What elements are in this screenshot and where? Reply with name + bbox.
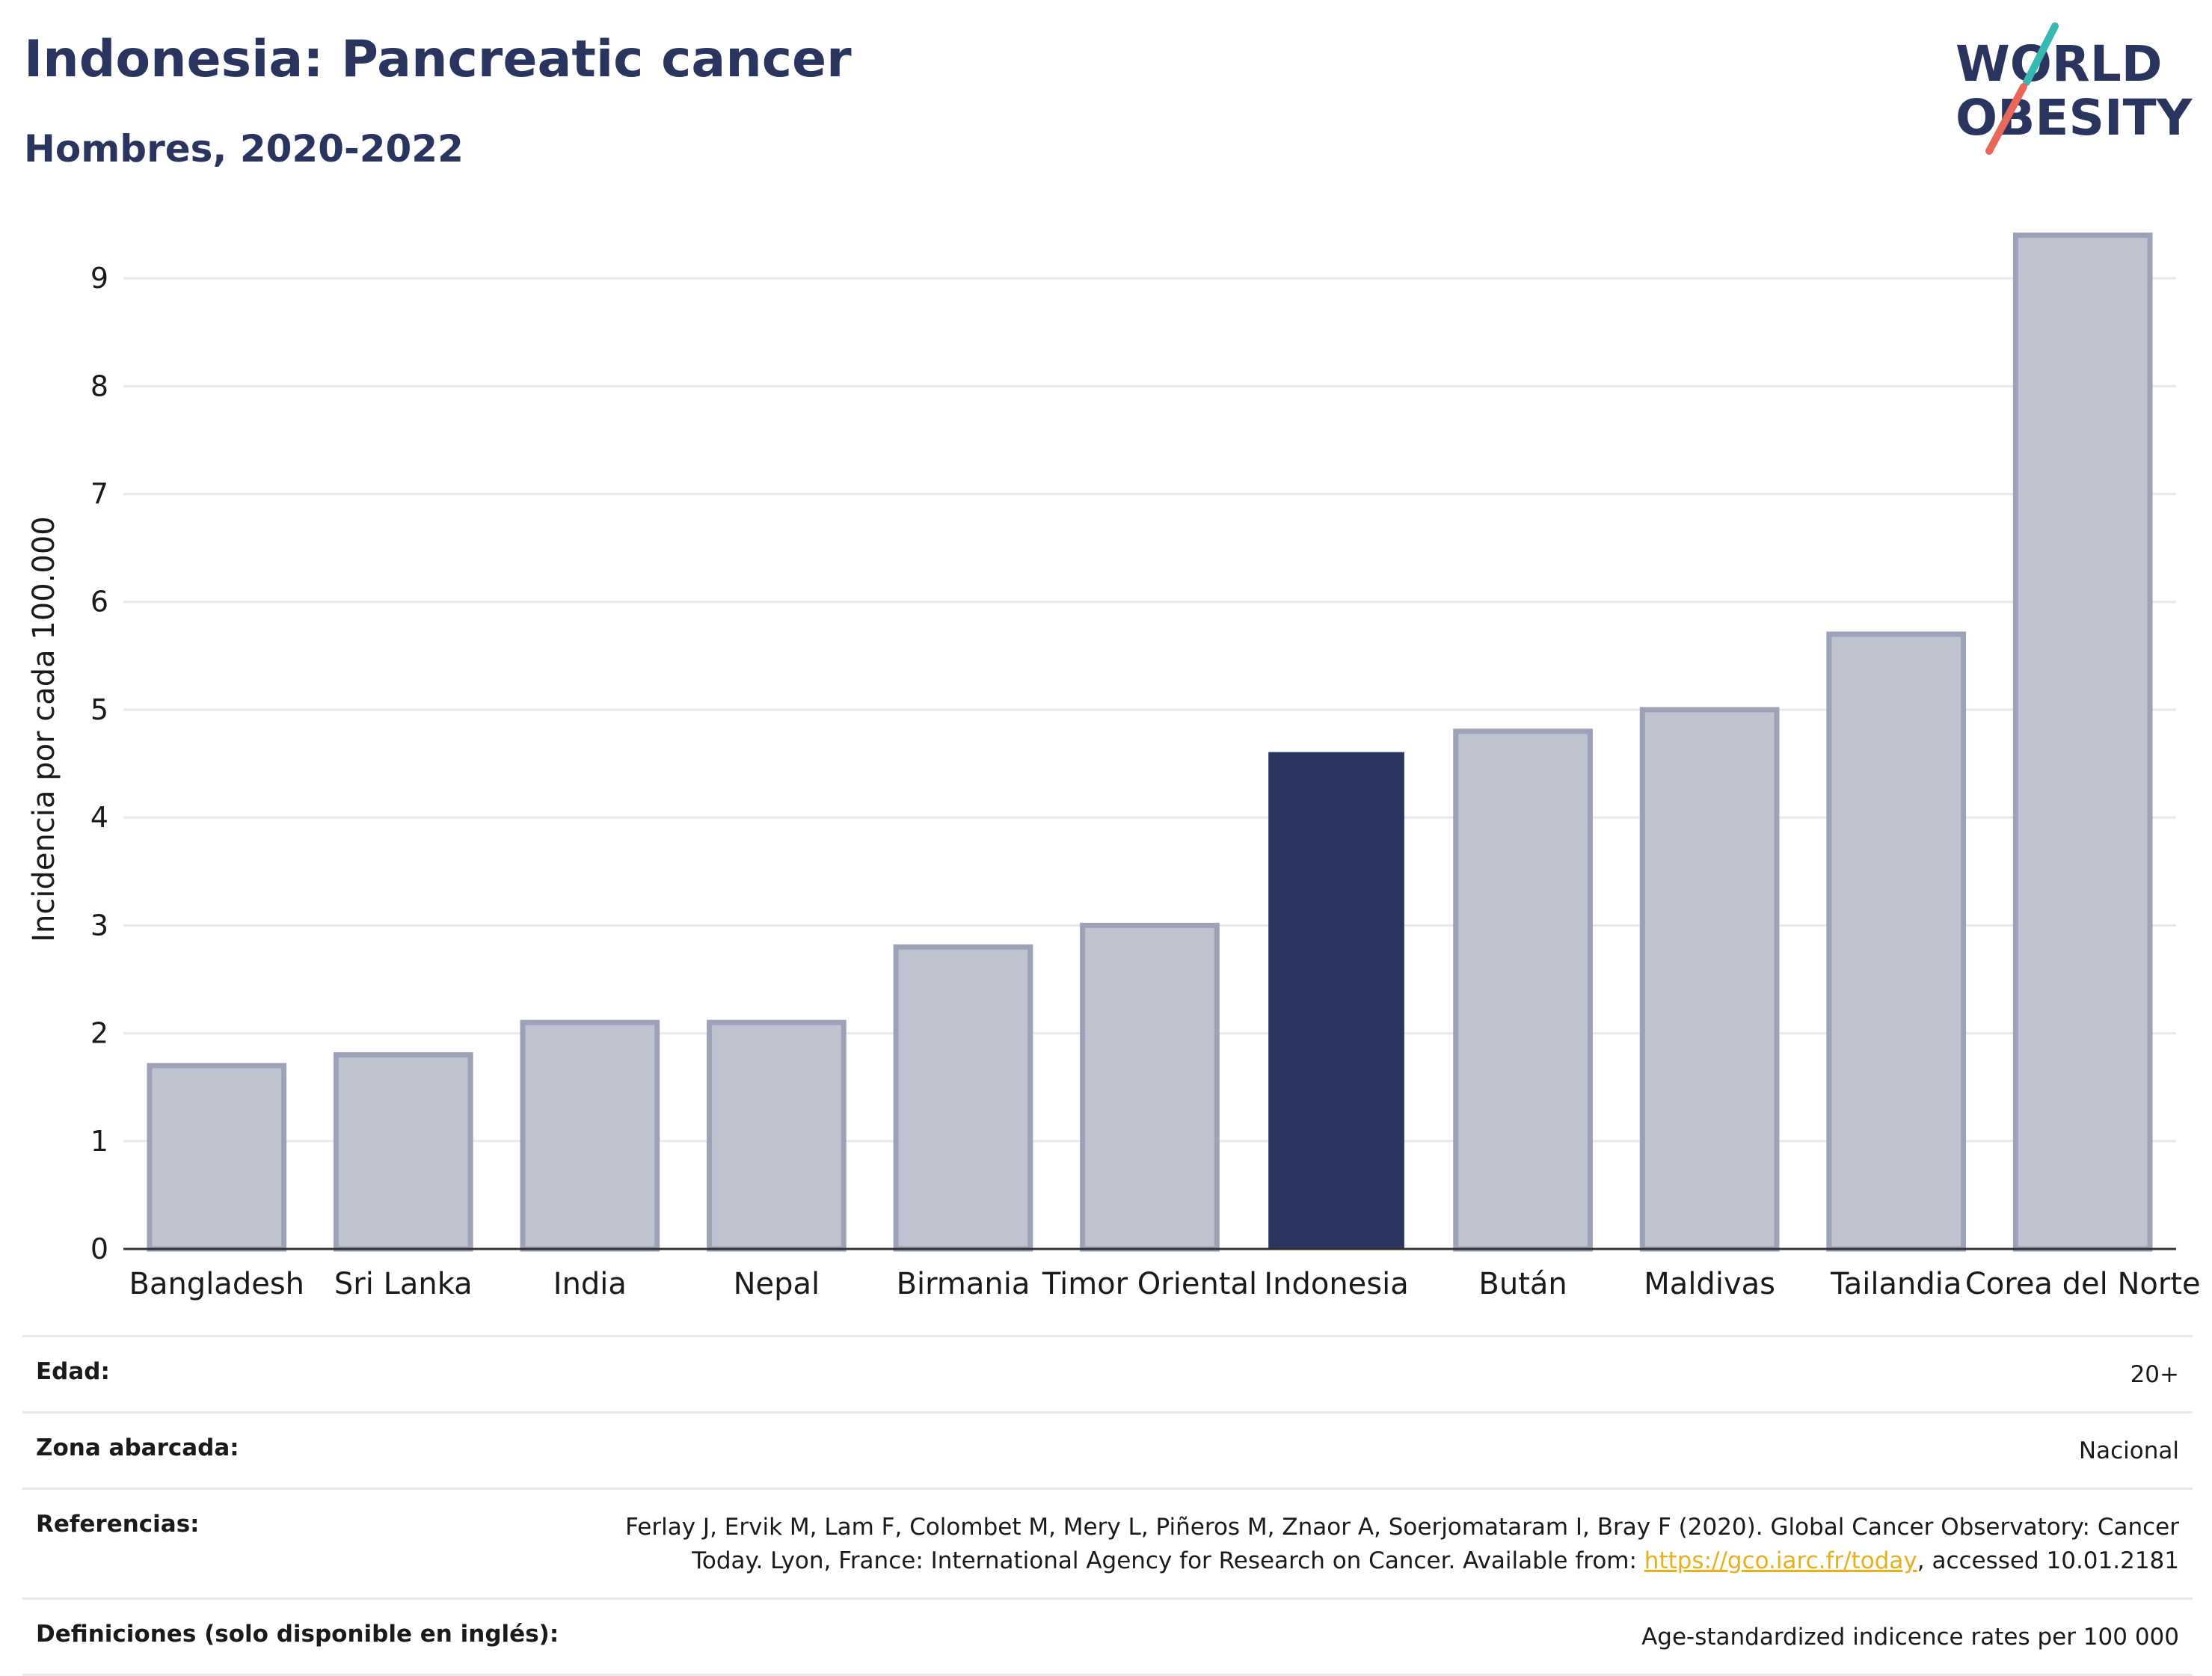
bar-timor-oriental (1080, 922, 1220, 1252)
y-tick-label: 8 (90, 369, 108, 402)
bar-nepal (707, 1019, 847, 1252)
y-tick-label: 7 (90, 478, 108, 511)
area-label: Zona abarcada: (36, 1434, 239, 1461)
y-tick-label: 0 (90, 1233, 108, 1265)
y-tick-label: 5 (90, 693, 108, 726)
references-label: Referencias: (36, 1510, 200, 1538)
y-tick-label: 1 (90, 1125, 108, 1158)
bar-indonesia (1268, 752, 1404, 1250)
info-row-age: Edad: 20+ (22, 1335, 2193, 1411)
y-tick-label: 6 (90, 586, 108, 618)
bar-birmania (893, 944, 1033, 1252)
y-tick-label: 2 (90, 1017, 108, 1050)
x-tick-label: Nepal (734, 1267, 820, 1301)
info-row-definitions: Definiciones (solo disponible en inglés)… (22, 1597, 2193, 1676)
bar-india (520, 1019, 660, 1252)
x-tick-label: Sri Lanka (334, 1267, 473, 1301)
page-title: Indonesia: Pancreatic cancer (24, 30, 852, 89)
bar-maldivas (1639, 707, 1780, 1252)
world-obesity-logo: WORLD OBESITY (1956, 22, 2193, 155)
logo-slash-teal (2023, 22, 2059, 86)
bars (147, 232, 2153, 1252)
x-tick-label: Indonesia (1264, 1267, 1408, 1301)
area-value: Nacional (2078, 1437, 2179, 1464)
x-tick-label: Maldivas (1644, 1267, 1775, 1301)
age-value: 20+ (2130, 1361, 2179, 1388)
reference-text: Ferlay J, Ervik M, Lam F, Colombet M, Me… (625, 1513, 2179, 1574)
age-label: Edad: (36, 1358, 110, 1385)
bar-bangladesh (147, 1063, 287, 1252)
bar-sri-lanka (333, 1052, 473, 1252)
reference-link[interactable]: https://gco.iarc.fr/today (1644, 1547, 1917, 1574)
y-tick-label: 9 (90, 262, 108, 295)
y-axis-title: Incidencia por cada 100.000 (27, 516, 61, 942)
x-tick-label: Birmania (897, 1267, 1030, 1301)
definitions-value: Age-standardized indicence rates per 100… (1641, 1623, 2179, 1651)
bar-corea-del-norte (2012, 232, 2153, 1252)
x-tick-label: Timor Oriental (1042, 1267, 1257, 1301)
y-tick-label: 4 (90, 801, 108, 834)
definitions-label: Definiciones (solo disponible en inglés)… (36, 1620, 559, 1648)
y-tick-label: 3 (90, 909, 108, 942)
bar-chart: 0 1 2 3 4 5 6 7 8 9 Bangladesh Sri Lanka India Nepal B… (27, 232, 2201, 1301)
reference-accessed: , accessed 10.01.2181 (1917, 1547, 2179, 1574)
x-tick-label: Tailandia (1830, 1267, 1961, 1301)
bar-bután (1453, 728, 1593, 1252)
info-table: Edad: 20+ Zona abarcada: Nacional Refere… (22, 1335, 2193, 1676)
page-subtitle: Hombres, 2020-2022 (24, 127, 464, 171)
info-row-area: Zona abarcada: Nacional (22, 1411, 2193, 1488)
x-tick-label: Bután (1478, 1267, 1567, 1301)
x-tick-label: India (553, 1267, 627, 1301)
references-value: Ferlay J, Ervik M, Lam F, Colombet M, Me… (624, 1511, 2179, 1578)
info-row-references: Referencias: Ferlay J, Ervik M, Lam F, C… (22, 1487, 2193, 1597)
logo-text-world: WORLD (1956, 35, 2163, 93)
bar-tailandia (1826, 631, 1967, 1252)
axes: 0 1 2 3 4 5 6 7 8 9 Bangladesh Sri Lanka India Nepal B… (90, 262, 2201, 1301)
logo-slash-coral (1985, 83, 2027, 155)
x-tick-label: Bangladesh (129, 1267, 305, 1301)
x-tick-label: Corea del Norte (1965, 1267, 2201, 1301)
